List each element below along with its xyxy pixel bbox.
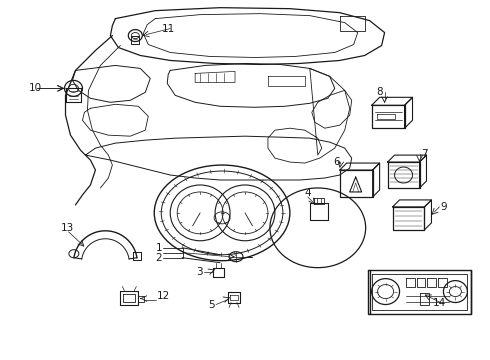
Text: 11: 11	[162, 24, 175, 33]
Text: 3: 3	[196, 267, 203, 276]
Text: 13: 13	[61, 223, 74, 233]
Text: 10: 10	[28, 84, 42, 93]
Text: 14: 14	[433, 297, 446, 307]
Text: 4: 4	[304, 188, 311, 198]
Text: 2: 2	[156, 253, 162, 263]
Text: 6: 6	[333, 157, 340, 167]
Text: 7: 7	[421, 149, 427, 159]
Text: 5: 5	[208, 300, 215, 310]
Text: 1: 1	[156, 243, 162, 253]
Text: 12: 12	[157, 291, 171, 301]
Text: 9: 9	[441, 202, 447, 212]
Text: 8: 8	[377, 87, 383, 97]
